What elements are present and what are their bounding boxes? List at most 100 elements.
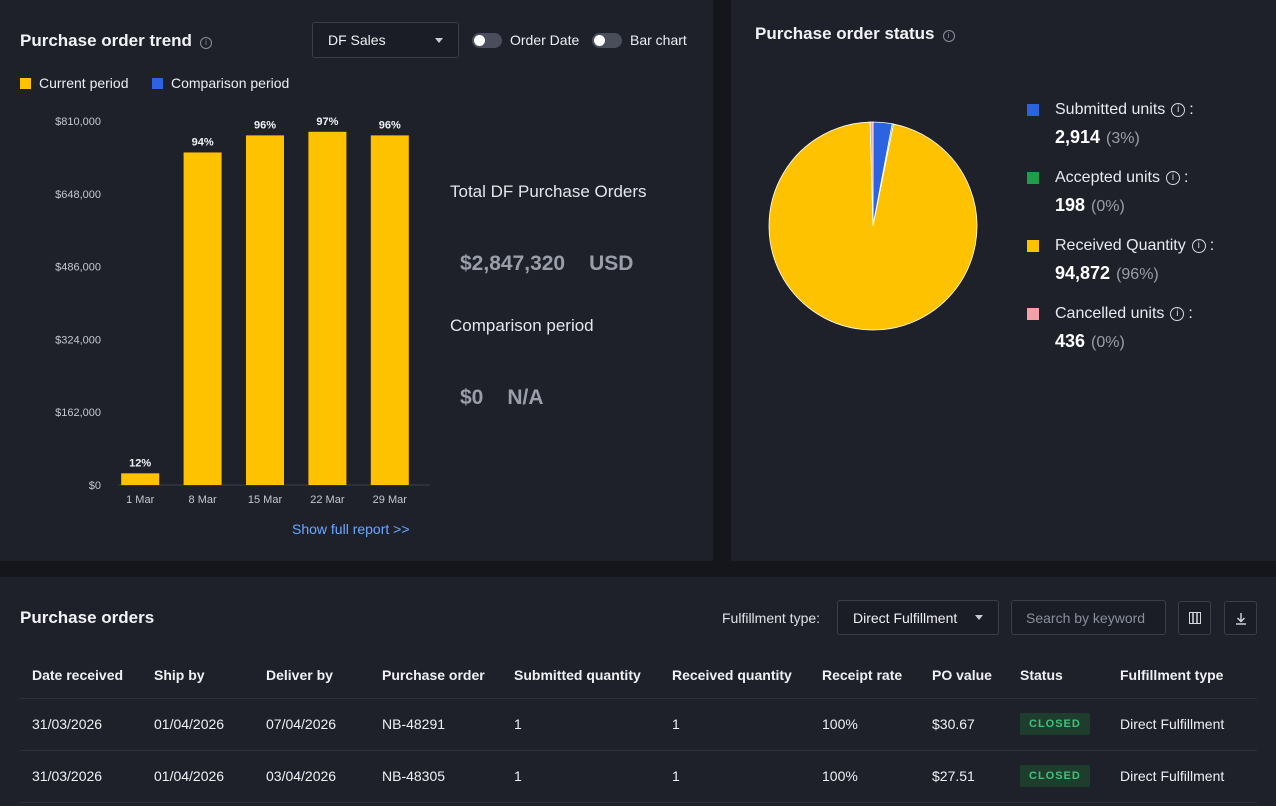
bar[interactable] bbox=[308, 131, 347, 485]
y-tick-label: $648,000 bbox=[55, 189, 101, 201]
info-icon[interactable]: i bbox=[1171, 103, 1186, 117]
table-body: 31/03/2026 01/04/2026 07/04/2026 NB-48291 1 1… bbox=[20, 698, 1257, 803]
table-header: Date received Ship by Deliver by Purchase o… bbox=[20, 652, 1257, 699]
table-cell: 31/03/2026 bbox=[20, 698, 142, 751]
column-header[interactable]: Status bbox=[1008, 652, 1108, 699]
status-item-value: 2,914 bbox=[1055, 127, 1101, 147]
sales-type-dropdown[interactable]: DF Sales bbox=[312, 22, 459, 58]
download-button[interactable] bbox=[1224, 601, 1257, 635]
status-item: Received Quantity i: 94,872 (96%) bbox=[1027, 237, 1214, 284]
column-header[interactable]: Submitted quantity bbox=[502, 652, 660, 699]
total-currency: USD bbox=[589, 252, 634, 275]
search-input[interactable] bbox=[1011, 600, 1166, 635]
column-header[interactable]: PO value bbox=[920, 652, 1008, 699]
column-header[interactable]: Fulfillment type bbox=[1108, 652, 1257, 699]
info-icon[interactable]: i bbox=[1191, 239, 1206, 253]
table-cell: 01/04/2026 bbox=[142, 750, 254, 803]
fulfillment-type-label: Fulfillment type: bbox=[722, 610, 821, 626]
status-swatch bbox=[1027, 104, 1039, 116]
legend-current-label: Current period bbox=[39, 75, 129, 91]
status-item: Submitted units i: 2,914 (3%) bbox=[1027, 101, 1194, 148]
sales-type-value: DF Sales bbox=[328, 32, 386, 48]
table-cell: 1 bbox=[502, 750, 660, 803]
column-header[interactable]: Received quantity bbox=[660, 652, 810, 699]
table-cell: 1 bbox=[660, 750, 810, 803]
status-pie-chart bbox=[768, 121, 978, 331]
info-icon[interactable]: i bbox=[199, 37, 212, 49]
status-swatch bbox=[1027, 172, 1039, 184]
total-label: Total DF Purchase Orders bbox=[450, 182, 647, 201]
table-cell: $30.67 bbox=[920, 698, 1008, 751]
info-icon[interactable]: i bbox=[1170, 307, 1185, 321]
colon-separator: : bbox=[1183, 169, 1189, 186]
total-value: $2,847,320 USD bbox=[460, 252, 633, 276]
status-item-values: 2,914 (3%) bbox=[1055, 127, 1194, 148]
table-cell: NB-48305 bbox=[370, 750, 502, 803]
bar-chart: $0 $162,000 $324,000 $486,000 $648,000 $810,0… bbox=[55, 116, 430, 506]
pie-slice[interactable] bbox=[768, 121, 978, 331]
show-full-report-link[interactable]: Show full report >> bbox=[292, 521, 410, 537]
bar-chart-toggle[interactable]: Bar chart bbox=[592, 32, 687, 48]
y-tick-label: $324,000 bbox=[55, 334, 101, 346]
status-item-label: Accepted units bbox=[1055, 169, 1160, 186]
fulfillment-type-dropdown[interactable]: Direct Fulfillment bbox=[837, 600, 999, 635]
table-cell: Direct Fulfillment bbox=[1108, 750, 1257, 803]
legend-comparison: Comparison period bbox=[152, 75, 289, 91]
fulfillment-type-value: Direct Fulfillment bbox=[853, 609, 958, 626]
table-row[interactable]: 31/03/2026 01/04/2026 03/04/2026 NB-48305 1 1… bbox=[20, 750, 1257, 803]
table-row[interactable]: 31/03/2026 01/04/2026 07/04/2026 NB-48291 1 1… bbox=[20, 698, 1257, 751]
orders-title: Purchase orders bbox=[20, 608, 155, 627]
status-item-header: Received Quantity i: bbox=[1027, 237, 1214, 255]
status-item-percent: (3%) bbox=[1106, 130, 1140, 147]
status-swatch bbox=[1027, 308, 1039, 320]
bar[interactable] bbox=[246, 135, 284, 485]
trend-title-text: Purchase order trend bbox=[20, 31, 192, 50]
columns-button[interactable] bbox=[1178, 601, 1211, 635]
bar[interactable] bbox=[183, 152, 222, 485]
bar[interactable] bbox=[370, 135, 409, 485]
status-item-percent: (0%) bbox=[1091, 334, 1125, 351]
x-tick-label: 15 Mar bbox=[248, 494, 283, 506]
status-badge: CLOSED bbox=[1020, 765, 1090, 787]
order-date-label: Order Date bbox=[510, 32, 580, 48]
status-item-label: Submitted units bbox=[1055, 101, 1166, 118]
comparison-label: Comparison period bbox=[450, 316, 594, 335]
bar-data-label: 96% bbox=[254, 119, 276, 131]
table-cell: 100% bbox=[810, 750, 920, 803]
column-header[interactable]: Date received bbox=[20, 652, 142, 699]
status-item-label: Cancelled units bbox=[1055, 305, 1165, 322]
bar-data-label: 94% bbox=[192, 136, 214, 148]
columns-icon bbox=[1188, 612, 1201, 624]
table-cell: $27.51 bbox=[920, 750, 1008, 803]
table-cell: 1 bbox=[660, 698, 810, 751]
table-cell: 31/03/2026 bbox=[20, 750, 142, 803]
column-header[interactable]: Ship by bbox=[142, 652, 254, 699]
column-header[interactable]: Deliver by bbox=[254, 652, 370, 699]
x-tick-label: 29 Mar bbox=[373, 494, 408, 506]
status-title: Purchase order status i bbox=[755, 24, 955, 44]
total-amount: $2,847,320 bbox=[460, 252, 566, 275]
toggle-switch[interactable] bbox=[592, 32, 622, 48]
status-item-percent: (0%) bbox=[1091, 198, 1125, 215]
info-icon[interactable]: i bbox=[942, 30, 955, 42]
trend-title: Purchase order trend i bbox=[20, 31, 212, 51]
pie-slice[interactable] bbox=[869, 121, 874, 227]
bar-data-label: 97% bbox=[316, 116, 338, 128]
status-panel: Purchase order status i Submitted units i… bbox=[731, 0, 1276, 561]
status-item-values: 198 (0%) bbox=[1055, 195, 1188, 216]
comparison-amount: $0 bbox=[460, 386, 484, 409]
comparison-currency: N/A bbox=[507, 386, 544, 409]
order-date-toggle[interactable]: Order Date bbox=[472, 32, 579, 48]
bar-chart-label: Bar chart bbox=[630, 32, 687, 48]
column-header[interactable]: Purchase order bbox=[370, 652, 502, 699]
status-item-values: 436 (0%) bbox=[1055, 331, 1193, 352]
toggle-switch[interactable] bbox=[472, 32, 502, 48]
column-header[interactable]: Receipt rate bbox=[810, 652, 920, 699]
y-tick-label: $486,000 bbox=[55, 262, 101, 274]
status-item-header: Submitted units i: bbox=[1027, 101, 1194, 119]
bar[interactable] bbox=[121, 473, 160, 485]
status-item-value: 198 bbox=[1055, 195, 1086, 215]
purchase-orders-table: Date received Ship by Deliver by Purchase o… bbox=[20, 652, 1257, 803]
info-icon[interactable]: i bbox=[1165, 171, 1180, 185]
status-item-value: 94,872 bbox=[1055, 263, 1111, 283]
